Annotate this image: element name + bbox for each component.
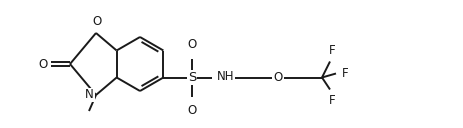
Text: F: F: [341, 67, 348, 80]
Text: N: N: [85, 88, 94, 102]
Text: NH: NH: [217, 70, 234, 83]
Text: F: F: [328, 93, 335, 106]
Text: O: O: [187, 104, 196, 116]
Text: O: O: [38, 57, 48, 71]
Text: O: O: [187, 39, 196, 51]
Text: O: O: [92, 15, 101, 28]
Text: F: F: [328, 45, 335, 57]
Text: S: S: [188, 71, 196, 84]
Text: O: O: [273, 71, 282, 84]
